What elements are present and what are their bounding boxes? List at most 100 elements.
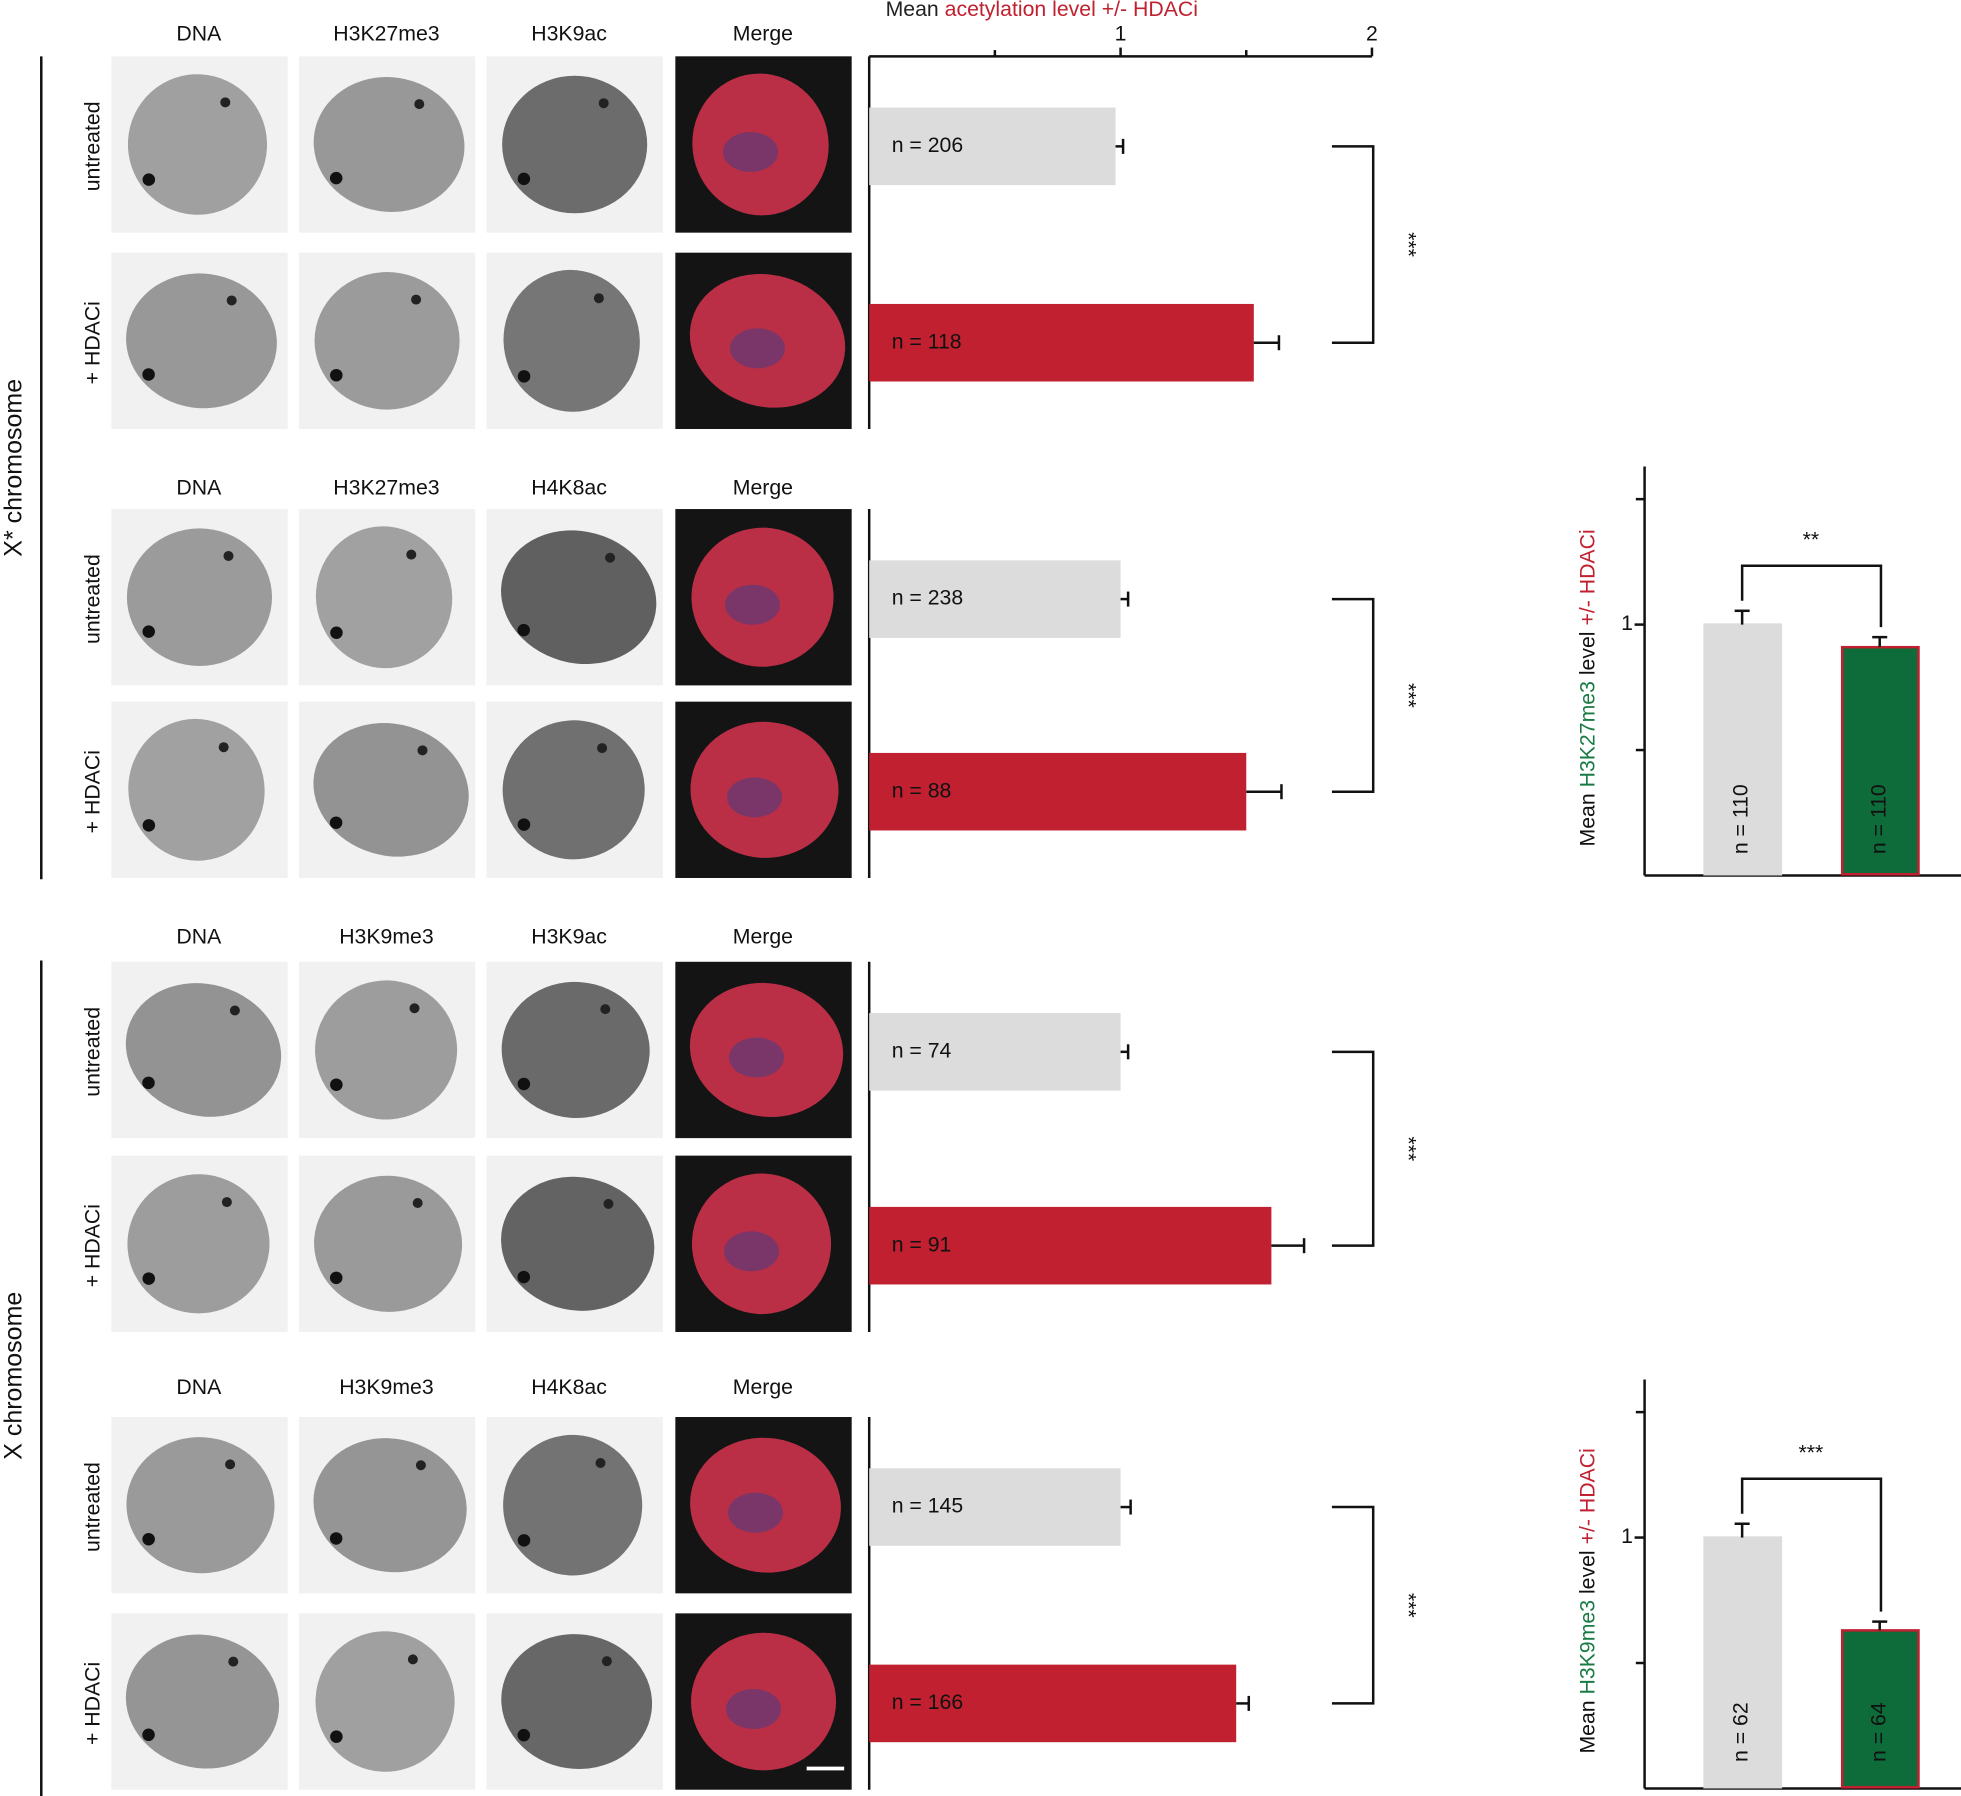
n-label: n = 110 — [1866, 784, 1890, 854]
panel-header: H3K27me3 — [333, 476, 439, 500]
nucleus-detail — [728, 1037, 785, 1078]
nucleus-detail — [722, 131, 779, 173]
nucleus-detail — [726, 777, 783, 818]
x-axis-label: Mean acetylation level +/- HDACi — [886, 0, 1198, 21]
bar — [1840, 1629, 1920, 1789]
spot — [223, 550, 234, 561]
significance: *** — [1799, 1440, 1824, 1464]
spot — [598, 98, 609, 109]
nucleus-detail — [729, 328, 786, 369]
panel-header: DNA — [176, 22, 222, 46]
significance-bracket — [1740, 1477, 1883, 1612]
section-label: X chromosome — [0, 1292, 28, 1460]
nucleus-detail — [723, 1231, 780, 1272]
row-label: untreated — [80, 554, 104, 644]
spot — [517, 818, 531, 831]
spot — [142, 1728, 155, 1742]
spot — [142, 1272, 156, 1285]
nucleus — [501, 981, 650, 1119]
spot — [517, 1270, 530, 1284]
spot — [329, 1532, 343, 1545]
label-part: Mean — [1575, 1700, 1599, 1753]
panel-header: H4K8ac — [531, 1375, 607, 1399]
y-axis-label: Mean H3K27me3 level +/- HDACi — [1575, 529, 1599, 846]
spot — [142, 368, 155, 381]
nucleus — [127, 74, 268, 215]
panel-header: Merge — [733, 925, 793, 949]
spot — [221, 1197, 232, 1208]
spot — [517, 1534, 531, 1547]
bar — [869, 1013, 1121, 1091]
spot — [517, 1728, 531, 1742]
n-label: n = 74 — [892, 1038, 952, 1062]
spot — [329, 1271, 343, 1285]
row-label: untreated — [80, 1007, 104, 1097]
n-label: n = 88 — [892, 778, 952, 802]
spot — [142, 1532, 155, 1546]
n-label: n = 206 — [892, 133, 964, 157]
spot — [517, 172, 531, 186]
bar — [869, 1468, 1121, 1546]
significance-bracket — [1740, 564, 1883, 628]
spot — [330, 1078, 343, 1091]
significance: ** — [1803, 527, 1820, 551]
nucleus — [315, 980, 458, 1120]
spot — [595, 1458, 606, 1469]
row-label: untreated — [80, 1462, 104, 1552]
n-label: n = 91 — [892, 1232, 952, 1256]
nucleus — [503, 269, 640, 412]
nucleus — [502, 720, 645, 860]
spot — [517, 370, 531, 383]
spot — [414, 99, 425, 110]
spot — [409, 1003, 420, 1014]
nucleus — [313, 722, 469, 857]
bar — [869, 1664, 1237, 1743]
bar — [1703, 1536, 1783, 1789]
n-label: n = 238 — [892, 586, 964, 610]
panel-header: DNA — [176, 925, 222, 949]
spot — [225, 1459, 236, 1470]
panel-header: DNA — [176, 476, 222, 500]
spot — [330, 626, 343, 639]
significance: *** — [1396, 683, 1420, 708]
spot — [406, 549, 417, 560]
spot — [142, 819, 156, 832]
nucleus-detail — [725, 1689, 782, 1730]
nucleus — [126, 1437, 275, 1574]
x-tick-label: 2 — [1366, 22, 1378, 46]
label-part: Mean — [886, 0, 939, 21]
nucleus — [315, 526, 453, 669]
row-label: + HDACi — [80, 1204, 104, 1287]
spot — [600, 1004, 611, 1015]
n-label: n = 166 — [892, 1690, 964, 1714]
nucleus — [126, 528, 273, 667]
bar — [869, 752, 1247, 831]
label-part: Mean — [1575, 793, 1599, 846]
y-tick-label: 1 — [1621, 1524, 1633, 1548]
section-label: X* chromosome — [0, 379, 28, 557]
n-label: n = 62 — [1729, 1702, 1753, 1762]
spot — [329, 171, 343, 185]
label-part: +/- HDACi — [1575, 529, 1599, 625]
significance: *** — [1396, 1593, 1420, 1618]
nucleus — [125, 983, 282, 1117]
spot — [229, 1005, 240, 1016]
significance: *** — [1396, 1136, 1420, 1161]
panel-header: Merge — [733, 476, 793, 500]
bar — [869, 303, 1254, 382]
n-label: n = 64 — [1866, 1702, 1890, 1762]
spot — [411, 294, 422, 305]
label-part: H3K27me3 — [1575, 681, 1599, 787]
nucleus — [128, 718, 265, 861]
row-label: untreated — [80, 101, 104, 191]
spot — [220, 97, 231, 108]
panel-header: H4K8ac — [531, 476, 607, 500]
spot — [605, 552, 616, 563]
spot — [597, 743, 608, 754]
nucleus — [125, 1634, 280, 1769]
panel-header: H3K9ac — [531, 22, 607, 46]
nucleus — [501, 530, 657, 665]
spot — [517, 1077, 531, 1091]
